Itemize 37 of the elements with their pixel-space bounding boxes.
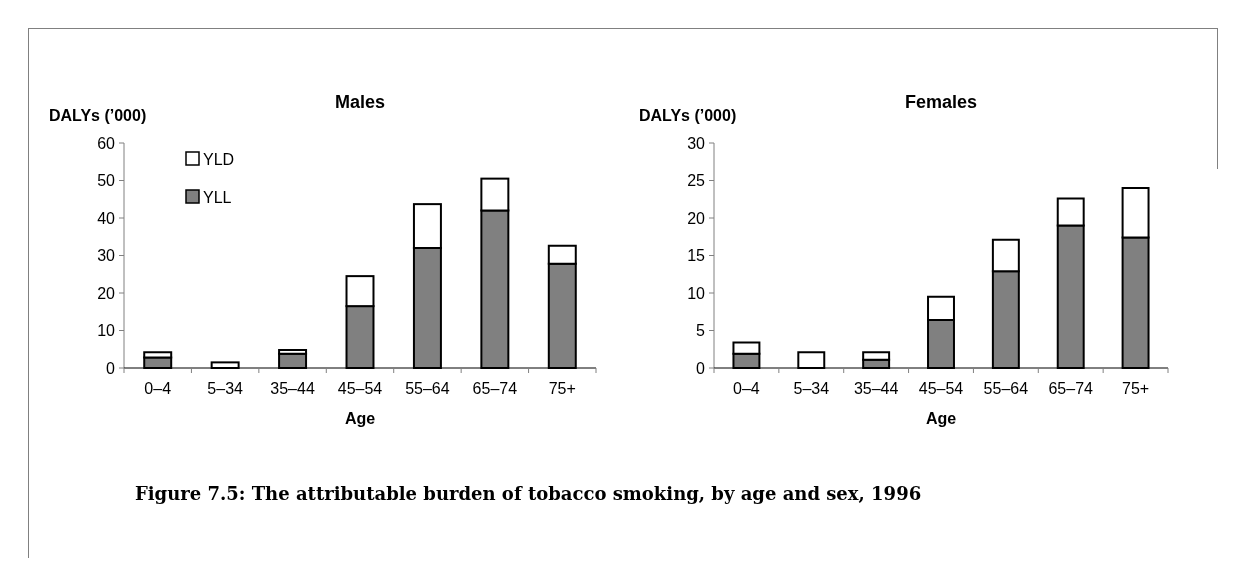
x-axis-title: Age (344, 410, 376, 427)
x-tick-label: 45–54 (337, 380, 383, 397)
x-tick-label: 65–74 (472, 380, 518, 397)
y-tick-label: 60 (97, 134, 116, 152)
y-axis-title: DALYs (’000) (49, 107, 147, 124)
x-tick-label: 45–54 (918, 380, 964, 397)
x-tick-label: 0–4 (733, 380, 760, 397)
y-tick-label: 25 (687, 172, 706, 190)
caption: Figure 7.5: The attributable burden of tobacco smoking, by age and sex, 1996 (135, 483, 922, 504)
y-tick-label: 20 (97, 284, 116, 302)
y-tick-label: 0 (696, 359, 706, 377)
y-axis-title: DALYs (’000) (639, 107, 737, 124)
y-tick-label: 40 (97, 209, 116, 227)
legend-label: YLD (203, 150, 235, 168)
y-tick-label: 5 (696, 322, 706, 340)
y-tick-label: 10 (687, 284, 706, 302)
y-tick-label: 0 (106, 359, 116, 377)
x-tick-label: 75+ (1122, 380, 1150, 397)
x-tick-label: 0–4 (144, 380, 172, 397)
y-tick-label: 10 (97, 322, 116, 340)
y-tick-label: 20 (687, 209, 706, 227)
x-tick-label: 5–34 (207, 380, 244, 397)
x-axis-title: Age (925, 410, 957, 427)
x-tick-label: 75+ (548, 380, 576, 397)
y-tick-label: 30 (687, 134, 706, 152)
y-tick-label: 50 (97, 172, 116, 190)
chart-title: Males (334, 92, 386, 112)
y-tick-label: 15 (687, 247, 706, 265)
y-tick-label: 30 (97, 247, 116, 265)
x-tick-label: 55–64 (983, 380, 1029, 397)
x-tick-label: 65–74 (1048, 380, 1094, 397)
x-tick-label: 35–44 (853, 380, 899, 397)
legend-label: YLL (203, 188, 232, 206)
chart-title: Females (904, 92, 978, 112)
x-tick-label: 55–64 (405, 380, 450, 397)
x-tick-label: 35–44 (270, 380, 315, 397)
x-tick-label: 5–34 (793, 380, 830, 397)
